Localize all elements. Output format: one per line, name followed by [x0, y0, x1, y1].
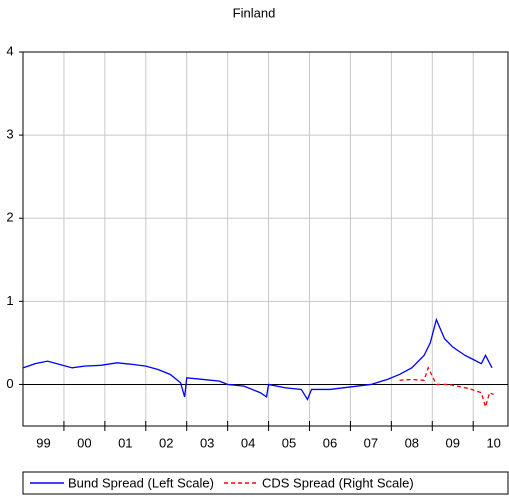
- y-tick-label: 1: [6, 293, 13, 308]
- x-tick-label: 09: [446, 435, 460, 450]
- x-tick-label: 10: [486, 435, 500, 450]
- y-tick-label: 3: [6, 127, 13, 142]
- y-tick-label: 2: [6, 210, 13, 225]
- x-tick-label: 02: [159, 435, 173, 450]
- x-tick-label: 00: [77, 435, 91, 450]
- x-tick-label: 03: [200, 435, 214, 450]
- x-tick-label: 01: [118, 435, 132, 450]
- x-tick-label: 04: [241, 435, 255, 450]
- legend-label: Bund Spread (Left Scale): [68, 475, 214, 490]
- legend-label: CDS Spread (Right Scale): [262, 475, 414, 490]
- y-tick-label: 4: [6, 43, 13, 58]
- chart-title: Finland: [233, 5, 276, 20]
- series-line: [399, 366, 494, 410]
- y-tick-label: 0: [6, 376, 13, 391]
- legend-box: [22, 471, 509, 495]
- x-tick-label: 05: [282, 435, 296, 450]
- x-tick-label: 06: [323, 435, 337, 450]
- x-tick-label: 07: [364, 435, 378, 450]
- x-tick-label: 99: [36, 435, 50, 450]
- x-tick-label: 08: [405, 435, 419, 450]
- plot-frame: [22, 51, 509, 427]
- series-line: [22, 317, 493, 401]
